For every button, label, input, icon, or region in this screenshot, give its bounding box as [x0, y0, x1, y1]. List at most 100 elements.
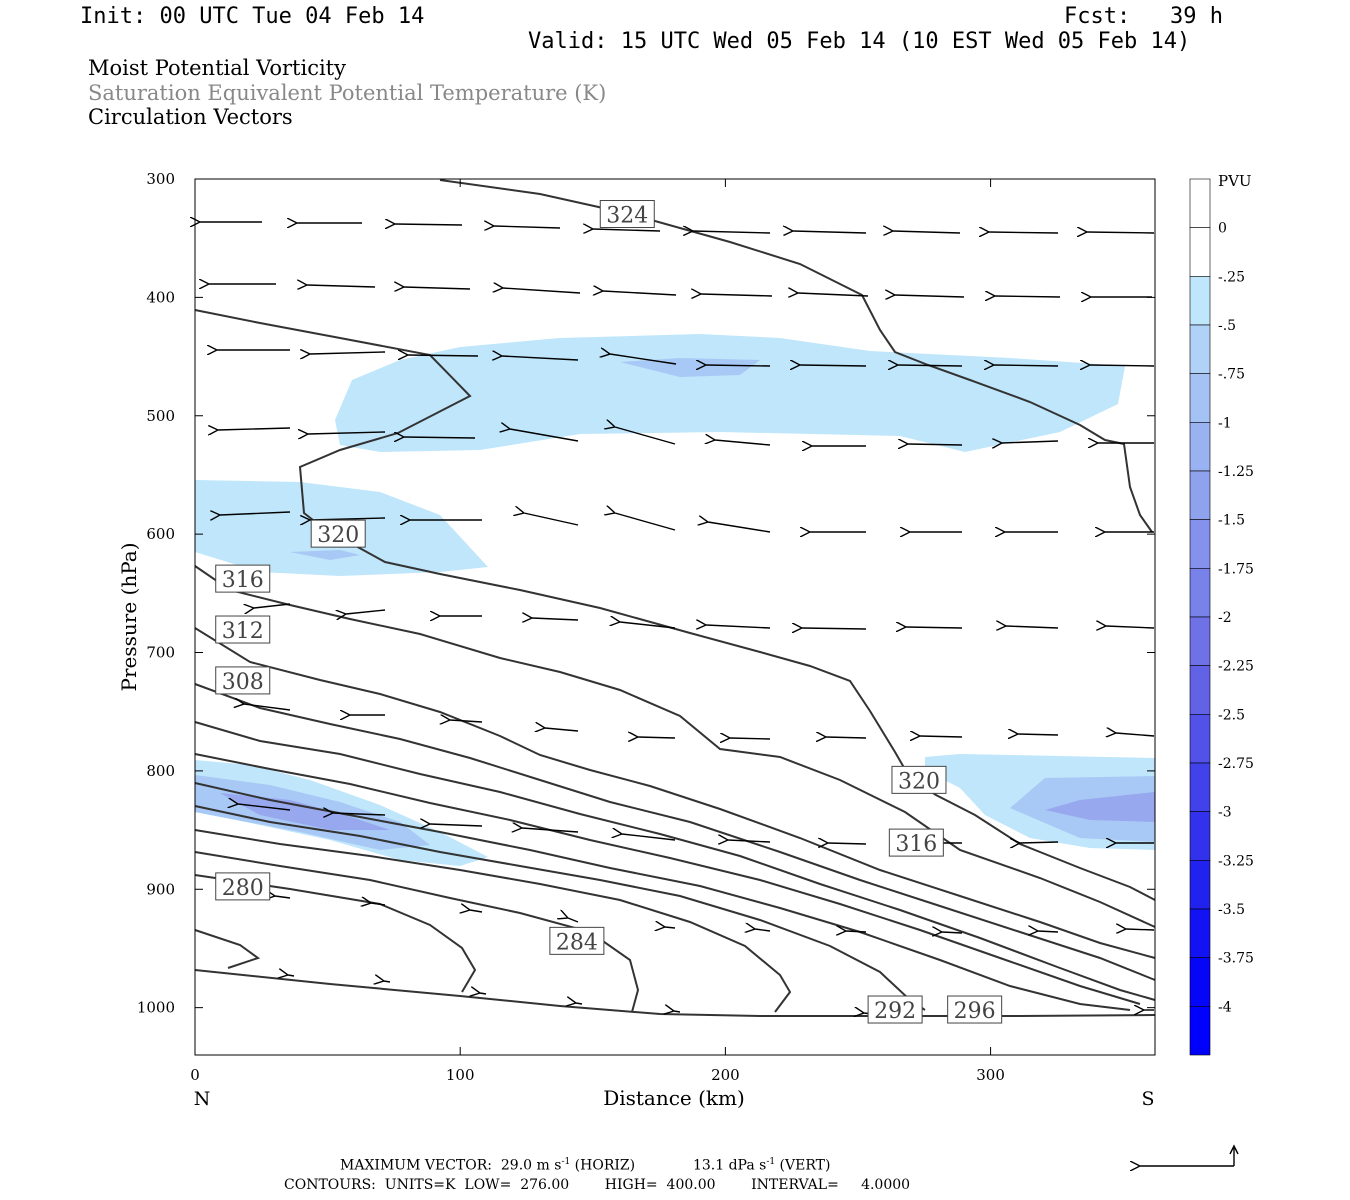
contour-284-left	[194, 874, 477, 993]
vector	[615, 427, 676, 445]
contour-300	[194, 753, 1141, 1005]
vector	[593, 229, 661, 231]
contour-label-text: 316	[895, 832, 937, 857]
vector	[800, 365, 867, 366]
colorbar-cell	[1189, 568, 1211, 618]
vector	[846, 931, 867, 932]
vector	[920, 736, 963, 737]
vector	[275, 896, 291, 898]
contour-label: 280	[215, 872, 271, 901]
contour-label-text: 320	[317, 523, 359, 548]
max-vector-line: MAXIMUM VECTOR: 29.0 m s-1 (HORIZ) 13.1 …	[340, 1157, 830, 1174]
vector	[532, 618, 579, 620]
vector	[371, 903, 386, 905]
vector	[706, 365, 771, 366]
vector	[408, 355, 479, 356]
contours-info: CONTOURS: UNITS=K LOW= 276.00 HIGH= 400.…	[284, 1177, 911, 1193]
max-vector-label: MAXIMUM VECTOR:	[340, 1157, 492, 1174]
colorbar-label: -3	[1218, 805, 1232, 821]
vector	[404, 287, 471, 289]
forecast-hour: Fcst: 39 h	[1064, 4, 1223, 29]
colorbar-label: -2.5	[1218, 707, 1245, 723]
vector	[1018, 734, 1059, 735]
vector	[503, 288, 581, 294]
contour-label: 312	[215, 615, 271, 644]
vert-exponent: -1	[766, 1157, 776, 1167]
colorbar-label: 0	[1218, 221, 1227, 237]
field-title-theta-es: Saturation Equivalent Potential Temperat…	[88, 81, 607, 105]
vector	[665, 927, 676, 928]
horiz-exponent: -1	[561, 1157, 571, 1167]
field-title-mpv: Moist Potential Vorticity	[88, 56, 346, 80]
y-tick-label: 1000	[137, 999, 175, 1017]
contour-label-text: 292	[874, 999, 916, 1024]
x-tick-label: 0	[190, 1066, 200, 1084]
contour-label: 316	[888, 828, 944, 857]
colorbar-cell	[1189, 1006, 1211, 1056]
mpv-area-lower-left-dark	[220, 793, 390, 830]
x-tick-label: 100	[446, 1066, 475, 1084]
vector	[238, 804, 291, 811]
max-vector-horiz: 29.0 m s	[500, 1157, 562, 1174]
vector	[610, 354, 677, 365]
vector	[524, 513, 579, 526]
vector	[730, 738, 771, 739]
vector	[1106, 626, 1155, 628]
vector	[384, 981, 391, 982]
colorbar-cell	[1189, 714, 1211, 764]
vector	[715, 440, 771, 446]
colorbar-label: -2.75	[1218, 756, 1254, 772]
field-title-vectors: Circulation Vectors	[88, 105, 293, 129]
contour-surface	[194, 969, 1156, 1017]
vector	[615, 513, 676, 531]
colorbar-label: -3.75	[1218, 951, 1254, 967]
vector	[568, 918, 579, 923]
vector	[802, 628, 867, 629]
vector	[706, 625, 771, 628]
vector	[430, 824, 483, 826]
pvu-colorbar: 0 -.25 -.5 -.75 -1 -1.25 -1.5 -1.75 -2 -2.25 -2.5 -…	[1189, 178, 1254, 1056]
x-axis-left-end: N	[194, 1088, 211, 1110]
y-axis: 300 400 500 600 700 800 900 1000	[137, 170, 1155, 1017]
vector	[638, 737, 676, 738]
colorbar-label: -3.5	[1218, 902, 1245, 918]
vector	[622, 834, 676, 841]
vector	[404, 437, 476, 438]
vector	[603, 291, 677, 295]
vector	[450, 720, 483, 722]
colorbar-cell	[1189, 276, 1211, 326]
contour-320-upper	[194, 309, 472, 525]
vector	[480, 993, 487, 994]
colorbar-cell	[1189, 470, 1211, 520]
contour-280	[194, 929, 261, 969]
vector	[307, 285, 376, 287]
mpv-area-lower-right-dark	[1045, 792, 1155, 822]
y-axis-title: Pressure (hPa)	[117, 543, 141, 692]
x-tick-label: 200	[711, 1066, 740, 1084]
vector	[244, 704, 291, 711]
vector	[522, 828, 579, 832]
contour-284-right	[194, 851, 640, 1013]
vector	[701, 294, 773, 296]
vector	[1116, 733, 1155, 736]
vector	[1090, 365, 1155, 366]
colorbar-label: -2.25	[1218, 659, 1254, 675]
vector	[895, 295, 965, 297]
colorbar-label: -4	[1218, 999, 1232, 1015]
vector	[218, 428, 291, 430]
contour-label-text: 324	[606, 204, 648, 229]
valid-time: Valid: 15 UTC Wed 05 Feb 14 (10 EST Wed …	[528, 29, 1191, 54]
colorbar-cell	[1189, 860, 1211, 910]
colorbar-cell	[1189, 519, 1211, 569]
max-vector-vert: 13.1 dPa s	[692, 1157, 767, 1174]
mpv-area-upper-core	[620, 358, 760, 377]
vector	[755, 929, 771, 931]
colorbar-label: -.5	[1218, 318, 1236, 334]
vector	[470, 910, 483, 912]
colorbar-label: -1	[1218, 415, 1232, 431]
contour-292	[194, 805, 926, 1011]
contour-label-text: 316	[222, 568, 264, 593]
vector	[310, 352, 386, 354]
circulation-vectors	[200, 222, 1155, 1014]
colorbar-cell	[1189, 324, 1211, 374]
